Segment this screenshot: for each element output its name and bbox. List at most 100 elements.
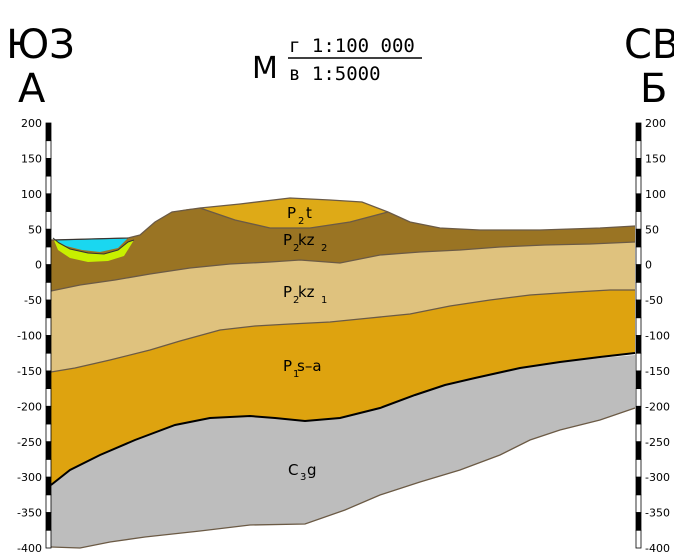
scale-segment [635,228,642,248]
label-p2t: P 2 t [287,204,312,227]
scale-segment [635,335,642,354]
scale-segment [635,441,642,460]
boundary-bottom [50,407,636,549]
scale-segment [635,423,642,443]
scale-block: М г 1:100 000 в 1:5000 [252,35,422,86]
label-p2kz2-tailsub: 2 [321,243,327,254]
scale-segment [635,476,642,496]
left-elevation-scale: 200 150 100 50 0 -50 -100 -150 -200 -250 -300 -350 -… [17,117,52,555]
elevation-tick-label: -350 [645,507,670,520]
elevation-tick-label: 50 [645,223,659,236]
elevation-tick-label: -200 [17,400,42,413]
lens-deposit [53,238,134,262]
scale-segment [45,352,52,372]
scale-segment [45,423,52,443]
elevation-tick-label: -250 [645,436,670,449]
layer-p2kz1 [51,242,635,372]
water-body [55,238,128,252]
boundary-surface [50,197,636,241]
elevation-tick-label: -200 [645,400,670,413]
scale-segment [635,388,642,407]
scale-segment [45,175,52,195]
scale-prefix: М [252,51,278,86]
right-elevation-scale: 200 150 100 50 0 -50 -100 -150 -200 -250 -300 -350 -… [635,117,670,555]
layer-p2kz2 [51,198,635,291]
scale-segment [635,193,642,212]
right-point-label: Б [640,66,667,112]
elevation-tick-label: 200 [645,117,666,130]
scale-segment [45,388,52,407]
scale-segment [45,228,52,248]
elevation-tick-label: -400 [645,542,670,555]
label-p2kz1-tailsub: 1 [321,295,327,306]
scale-segment [45,299,52,319]
scale-segment [635,405,642,425]
label-p2t-tail: t [306,204,312,222]
label-c3g-main: C [288,461,298,479]
elevation-tick-label: -50 [645,294,663,307]
scale-segment [45,494,52,513]
label-p2kz2: P 2 kz 2 [283,231,327,254]
scale-segment [45,193,52,212]
elevation-tick-label: -300 [645,471,670,484]
elevation-tick-label: 0 [35,259,42,272]
label-c3g-tail: g [307,461,317,479]
scale-segment [45,476,52,496]
scale-segment [635,459,642,478]
label-p1sa-tail: s–a [297,357,322,375]
scale-segment [45,370,52,390]
elevation-tick-label: 50 [28,223,42,236]
layer-p2t [200,198,388,228]
scale-segment [635,140,642,159]
layer-c3g [51,355,635,548]
label-p2kz1-sub: 2 [293,295,299,306]
label-p2kz1: P 2 kz 1 [283,283,327,306]
scale-segment [635,529,642,549]
scale-segment [635,512,642,531]
scale-segment [45,122,52,142]
horizontal-scale: г 1:100 000 [289,35,415,57]
layer-p1sa [51,290,635,485]
label-p2kz2-tail: kz [298,231,315,249]
label-p2kz2-main: P [283,231,292,249]
elevation-tick-label: 150 [645,152,666,165]
right-direction-label: СВ [624,22,674,68]
scale-segment [45,264,52,283]
scale-segment [635,264,642,283]
scale-segment [45,405,52,425]
scale-segment [635,211,642,230]
label-p2t-sub: 2 [298,216,304,227]
scale-segment [635,494,642,513]
scale-segment [45,335,52,354]
scale-segment [635,122,642,142]
scale-segment [45,441,52,460]
strata [51,198,635,548]
label-c3g-sub: 3 [300,472,306,483]
scale-segment [45,317,52,336]
elevation-tick-label: -250 [17,436,42,449]
boundary-kz2-kz1 [50,241,636,292]
scale-segment [635,317,642,336]
elevation-tick-label: -300 [17,471,42,484]
label-c3g: C 3 g [288,461,317,483]
scale-segment [635,299,642,319]
water-outline [52,237,135,255]
left-point-label: А [18,66,46,112]
scale-segment [45,211,52,230]
label-p1sa-main: P [283,357,292,375]
scale-segment [45,459,52,478]
boundary-p1sa-c3g [50,352,636,486]
scale-segment [45,512,52,531]
boundary-kz1-p1sa [50,289,635,373]
scale-segment [45,158,52,177]
scale-segment [45,529,52,549]
scale-segment [635,281,642,301]
layer-labels: P 2 t P 2 kz 2 P 2 kz 1 P 1 s–a C 3 g [283,204,327,483]
scale-segment [45,281,52,301]
layer-boundaries [50,197,636,549]
left-direction-label: ЮЗ [6,22,75,68]
elevation-tick-label: 150 [21,152,42,165]
elevation-tick-label: 100 [21,188,42,201]
label-p2kz1-tail: kz [298,283,315,301]
